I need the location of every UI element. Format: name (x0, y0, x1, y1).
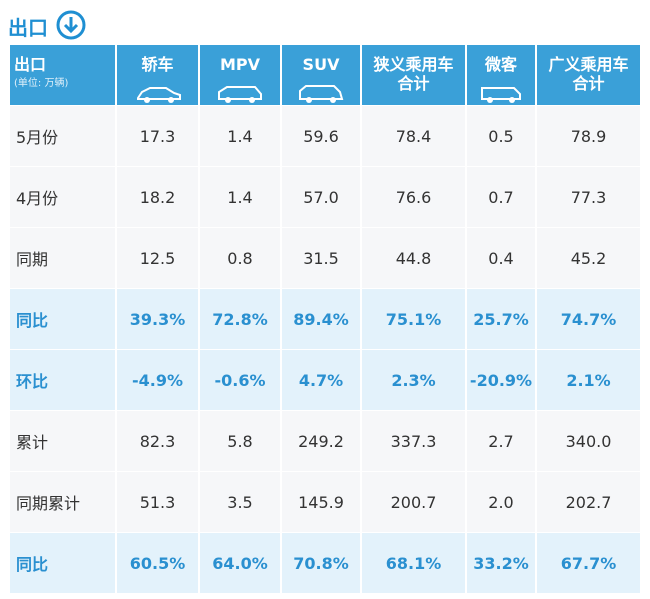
cell-value: 202.7 (537, 471, 640, 532)
table-row: 同期 12.5 0.8 31.5 44.8 0.4 45.2 (10, 227, 640, 288)
cell-value: 1.4 (200, 166, 280, 227)
cell-value: -4.9% (117, 349, 198, 410)
header-line: 轿车 (141, 55, 174, 74)
cell-value: 25.7% (467, 288, 535, 349)
row-label: 同期 (10, 227, 115, 288)
cell-value: 2.7 (467, 410, 535, 471)
cell-value: 72.8% (200, 288, 280, 349)
cell-value: 39.3% (117, 288, 198, 349)
header-line: SUV (302, 55, 340, 74)
cell-value: 4.7% (282, 349, 360, 410)
table-row: 4月份 18.2 1.4 57.0 76.6 0.7 77.3 (10, 166, 640, 227)
cell-value: 68.1% (362, 532, 465, 593)
cell-value: 12.5 (117, 227, 198, 288)
cell-value: 200.7 (362, 471, 465, 532)
row-label: 环比 (10, 349, 115, 410)
header-line: 广义乘用车 (548, 55, 629, 74)
cell-value: 44.8 (362, 227, 465, 288)
cell-value: -0.6% (200, 349, 280, 410)
row-label: 同比 (10, 532, 115, 593)
cell-value: 33.2% (467, 532, 535, 593)
cell-value: 78.4 (362, 105, 465, 166)
cell-value: 0.7 (467, 166, 535, 227)
cell-value: 75.1% (362, 288, 465, 349)
cell-value: 5.8 (200, 410, 280, 471)
page-title: 出口 (8, 16, 48, 40)
column-header: 轿车 (117, 45, 198, 105)
cell-value: 18.2 (117, 166, 198, 227)
header-line: 微客 (484, 55, 517, 74)
column-header: 狭义乘用车 合计 (362, 45, 465, 105)
header-line: 狭义乘用车 (373, 55, 454, 74)
row-label: 5月份 (10, 105, 115, 166)
cell-value: 77.3 (537, 166, 640, 227)
cell-value: 3.5 (200, 471, 280, 532)
download-icon (56, 10, 86, 40)
suv-icon (299, 85, 344, 103)
data-table: 出口 (单位: 万辆) 轿车 MPV SUV 狭义乘用车 合计 微客 广义乘用车 合计 5月份 1… (8, 45, 642, 593)
column-header: 广义乘用车 合计 (537, 45, 640, 105)
cell-value: 51.3 (117, 471, 198, 532)
table-row: 环比 -4.9% -0.6% 4.7% 2.3% -20.9% 2.1% (10, 349, 640, 410)
cell-value: 337.3 (362, 410, 465, 471)
cell-value: 70.8% (282, 532, 360, 593)
table-row: 5月份 17.3 1.4 59.6 78.4 0.5 78.9 (10, 105, 640, 166)
cell-value: 45.2 (537, 227, 640, 288)
row-label: 同期累计 (10, 471, 115, 532)
cell-value: 59.6 (282, 105, 360, 166)
minivan-icon (481, 87, 521, 103)
cell-value: 17.3 (117, 105, 198, 166)
cell-value: 82.3 (117, 410, 198, 471)
cell-value: 2.1% (537, 349, 640, 410)
corner-cell: 出口 (单位: 万辆) (10, 45, 115, 105)
cell-value: 249.2 (282, 410, 360, 471)
column-header: MPV (200, 45, 280, 105)
cell-value: 2.3% (362, 349, 465, 410)
row-label: 同比 (10, 288, 115, 349)
cell-value: 0.8 (200, 227, 280, 288)
column-header: 微客 (467, 45, 535, 105)
table-row: 同比 60.5% 64.0% 70.8% 68.1% 33.2% 67.7% (10, 532, 640, 593)
column-header: SUV (282, 45, 360, 105)
cell-value: 89.4% (282, 288, 360, 349)
header-line: 合计 (572, 74, 605, 93)
header-line: 合计 (397, 74, 430, 93)
cell-value: 74.7% (537, 288, 640, 349)
header-row: 出口 (单位: 万辆) 轿车 MPV SUV 狭义乘用车 合计 微客 广义乘用车 合计 (10, 45, 640, 105)
cell-value: 57.0 (282, 166, 360, 227)
table-row: 同期累计 51.3 3.5 145.9 200.7 2.0 202.7 (10, 471, 640, 532)
cell-value: 0.4 (467, 227, 535, 288)
cell-value: 0.5 (467, 105, 535, 166)
row-label: 累计 (10, 410, 115, 471)
cell-value: 78.9 (537, 105, 640, 166)
table-row: 累计 82.3 5.8 249.2 337.3 2.7 340.0 (10, 410, 640, 471)
mpv-icon (218, 86, 262, 103)
cell-value: 64.0% (200, 532, 280, 593)
header-line: MPV (219, 55, 261, 74)
row-label: 4月份 (10, 166, 115, 227)
table-row: 同比 39.3% 72.8% 89.4% 75.1% 25.7% 74.7% (10, 288, 640, 349)
cell-value: 1.4 (200, 105, 280, 166)
corner-title: 出口 (14, 55, 47, 74)
cell-value: 67.7% (537, 532, 640, 593)
cell-value: 2.0 (467, 471, 535, 532)
cell-value: 76.6 (362, 166, 465, 227)
cell-value: 340.0 (537, 410, 640, 471)
sedan-icon (137, 87, 181, 103)
cell-value: 145.9 (282, 471, 360, 532)
unit-label: (单位: 万辆) (14, 78, 69, 89)
cell-value: -20.9% (467, 349, 535, 410)
cell-value: 60.5% (117, 532, 198, 593)
cell-value: 31.5 (282, 227, 360, 288)
